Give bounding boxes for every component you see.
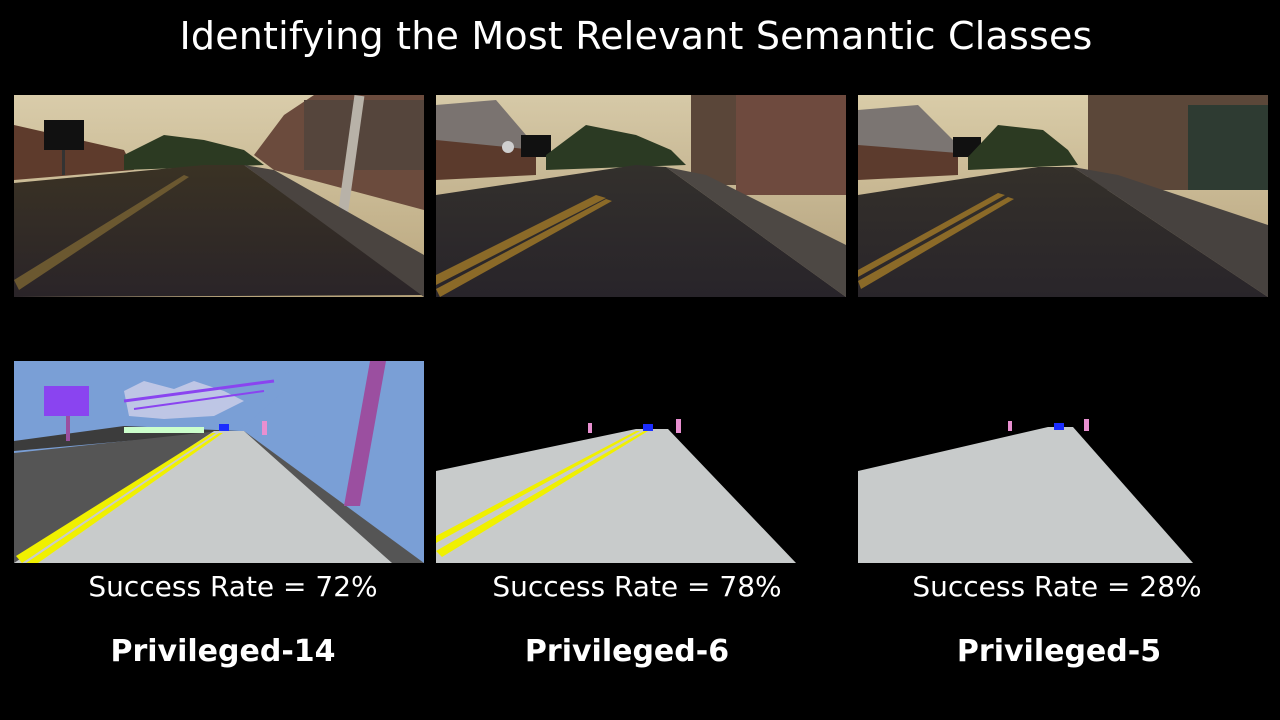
segmentation-map-privileged-5 [858, 361, 1268, 563]
model-name-privileged-5: Privileged-5 [956, 634, 1162, 669]
camera-image-privileged-5 [858, 95, 1268, 297]
success-rate-privileged-6: Success Rate = 78% [492, 570, 782, 603]
segmentation-map-privileged-6 [436, 361, 846, 563]
model-name-privileged-6: Privileged-6 [524, 634, 730, 669]
camera-image-privileged-14 [14, 95, 424, 297]
camera-image-privileged-6 [436, 95, 846, 297]
success-rate-privileged-5: Success Rate = 28% [912, 570, 1202, 603]
segmentation-map-privileged-14 [14, 361, 424, 563]
slide-title: Identifying the Most Relevant Semantic C… [179, 14, 1093, 58]
model-name-privileged-14: Privileged-14 [110, 634, 336, 669]
success-rate-privileged-14: Success Rate = 72% [88, 570, 378, 603]
